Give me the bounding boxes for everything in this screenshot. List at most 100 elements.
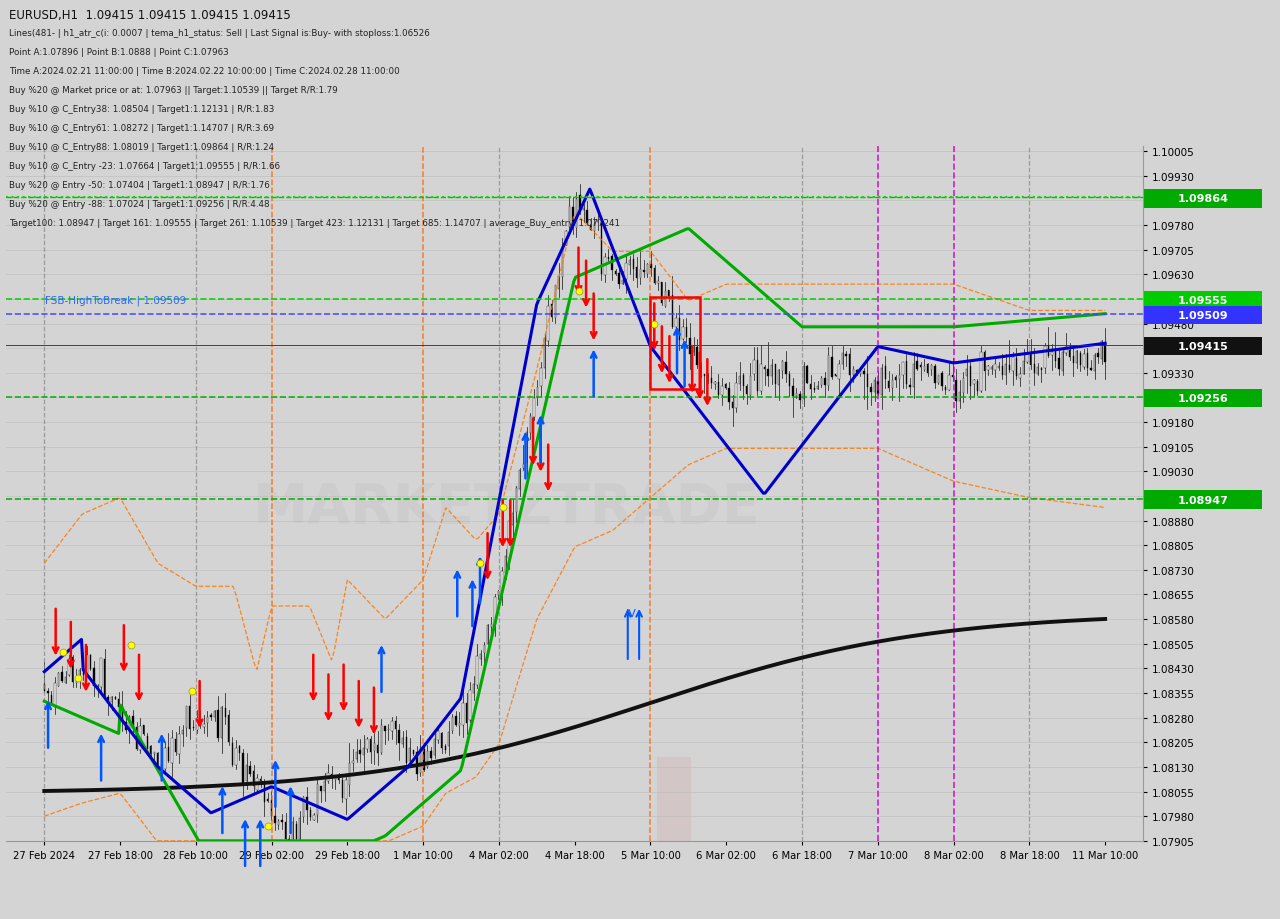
Bar	[1044, 346, 1046, 369]
Bar	[364, 748, 365, 755]
Text: Buy %10 @ C_Entry61: 1.08272 | Target1:1.14707 | R/R:3.69: Buy %10 @ C_Entry61: 1.08272 | Target1:1…	[9, 123, 274, 132]
Bar	[239, 746, 241, 754]
Bar	[83, 670, 84, 675]
Bar	[452, 718, 453, 731]
Bar	[874, 380, 876, 393]
Bar	[913, 365, 914, 388]
Bar	[438, 732, 439, 740]
Bar	[302, 797, 303, 817]
Bar	[398, 730, 399, 743]
Bar	[348, 763, 351, 785]
Bar	[707, 375, 708, 377]
Bar	[1051, 353, 1052, 356]
Bar	[192, 727, 195, 729]
Bar	[285, 823, 287, 839]
Bar	[502, 572, 503, 592]
Bar	[97, 686, 99, 688]
Bar	[764, 368, 765, 370]
Bar	[536, 387, 538, 397]
Bar	[306, 797, 307, 810]
Bar	[392, 721, 393, 732]
Bar	[462, 703, 463, 725]
Bar	[125, 722, 127, 731]
Bar	[324, 781, 325, 791]
Bar	[72, 657, 73, 683]
Bar	[678, 319, 680, 341]
Bar	[253, 771, 255, 787]
Bar	[458, 722, 460, 726]
Bar	[600, 221, 602, 275]
Text: Target100: 1.08947 | Target 161: 1.09555 | Target 261: 1.10539 | Target 423: 1.1: Target100: 1.08947 | Target 161: 1.09555…	[9, 219, 620, 227]
Bar	[1094, 356, 1096, 372]
Bar	[504, 556, 506, 573]
Bar	[264, 783, 265, 801]
Bar	[771, 365, 772, 377]
Bar	[526, 433, 527, 463]
Bar	[842, 354, 844, 365]
Bar	[1019, 374, 1020, 379]
Bar	[799, 394, 801, 401]
Bar	[44, 684, 45, 692]
Bar	[111, 698, 113, 702]
Bar	[884, 367, 886, 380]
Bar	[136, 728, 137, 749]
Bar	[1005, 365, 1006, 376]
Bar	[278, 821, 279, 825]
Bar	[1105, 344, 1106, 363]
Bar	[320, 787, 321, 791]
Bar	[207, 717, 209, 723]
Bar	[186, 707, 187, 728]
Bar	[86, 655, 87, 674]
Text: 1.08947: 1.08947	[1178, 495, 1229, 505]
Bar	[572, 208, 573, 226]
Bar	[328, 773, 329, 781]
Bar	[658, 282, 659, 283]
Bar	[388, 729, 389, 731]
Bar	[544, 338, 545, 369]
Text: IV: IV	[626, 607, 637, 618]
Bar	[916, 362, 918, 369]
Bar	[310, 811, 311, 817]
Bar	[374, 743, 375, 751]
Bar	[828, 356, 829, 386]
Bar	[675, 319, 677, 327]
Bar	[444, 746, 445, 750]
Bar	[410, 748, 411, 761]
Bar	[750, 376, 751, 395]
Bar	[292, 823, 293, 841]
Bar	[980, 353, 982, 391]
Bar	[596, 221, 599, 222]
Bar	[122, 707, 123, 723]
Bar	[58, 674, 59, 686]
Bar	[1037, 368, 1038, 375]
Bar	[1097, 354, 1098, 357]
Bar	[356, 752, 357, 760]
Bar	[406, 737, 407, 763]
Bar	[924, 366, 925, 370]
Text: Buy %10 @ C_Entry88: 1.08019 | Target1:1.09864 | R/R:1.24: Buy %10 @ C_Entry88: 1.08019 | Target1:1…	[9, 142, 274, 152]
Bar	[628, 260, 630, 266]
Bar	[494, 597, 495, 625]
Bar	[977, 381, 978, 392]
Bar	[516, 489, 517, 512]
Bar	[856, 371, 858, 373]
Bar	[1048, 346, 1050, 357]
Bar	[568, 207, 570, 228]
Bar	[604, 258, 605, 276]
Bar	[65, 677, 67, 683]
Bar	[778, 370, 780, 385]
Bar	[860, 370, 861, 375]
Bar	[576, 199, 577, 229]
Bar	[1076, 352, 1078, 364]
Bar	[164, 748, 165, 769]
Bar	[456, 716, 457, 725]
Bar	[490, 624, 492, 628]
Bar	[157, 754, 159, 767]
Bar	[753, 361, 755, 375]
Bar	[68, 660, 70, 675]
Text: 1.09555: 1.09555	[1178, 296, 1229, 305]
Bar	[236, 749, 237, 766]
Bar	[846, 354, 847, 357]
Bar	[288, 839, 289, 841]
Bar	[196, 719, 197, 731]
